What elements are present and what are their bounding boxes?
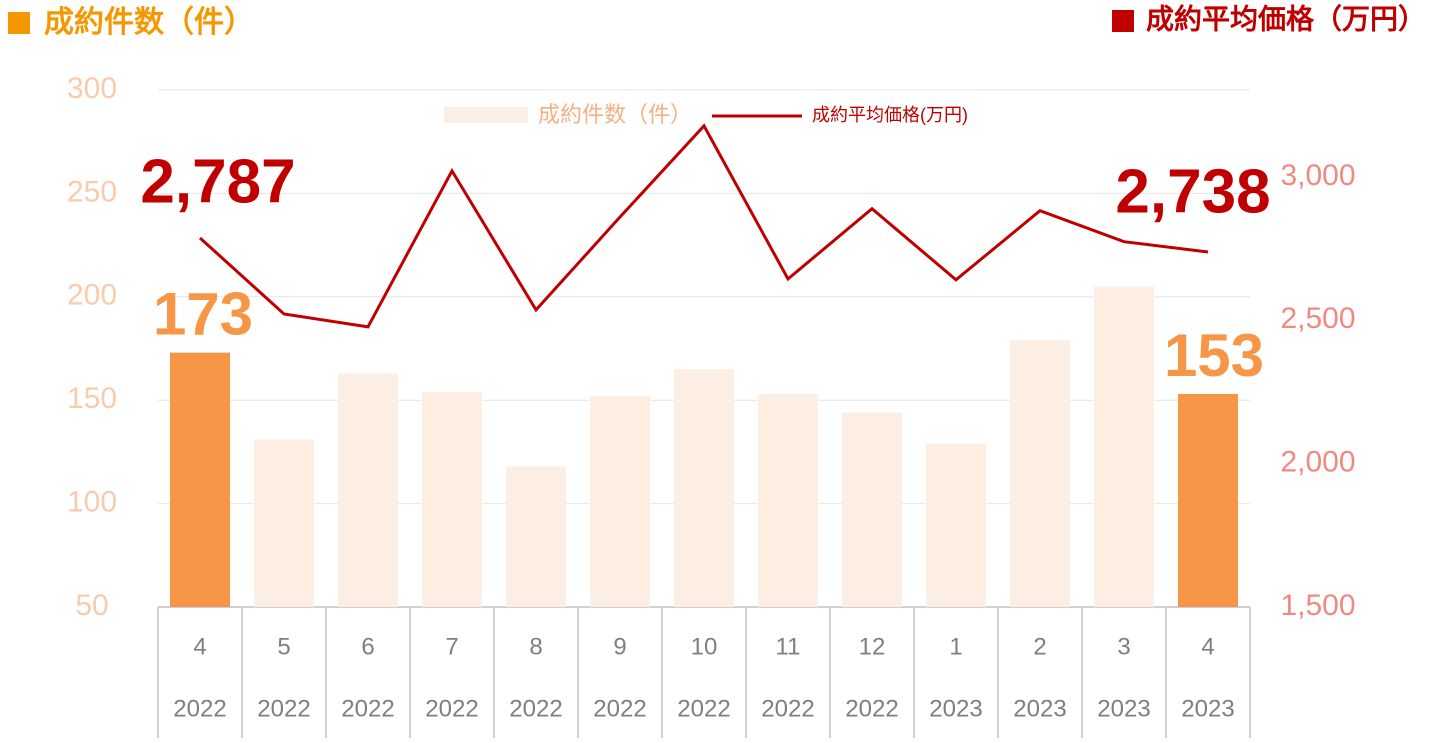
bar (254, 439, 314, 607)
x-tick-label: 1 (949, 633, 962, 660)
x-year-label: 2022 (425, 695, 478, 722)
bar (422, 391, 482, 607)
x-year-label: 2022 (509, 695, 562, 722)
line-value-label: 2,738 (1115, 157, 1270, 226)
line-value-label: 2,787 (140, 147, 295, 216)
y-tick-label: 50 (75, 589, 108, 622)
x-tick-label: 3 (1117, 633, 1130, 660)
y2-tick-label: 2,500 (1280, 302, 1355, 335)
y-tick-label: 300 (67, 72, 117, 105)
left-axis-title: 成約件数（件） (44, 5, 254, 39)
x-tick-label: 7 (445, 633, 458, 660)
legend-label: 成約平均価格(万円) (812, 105, 968, 125)
bar-value-label: 173 (153, 280, 253, 347)
x-tick-label: 4 (193, 633, 206, 660)
right-axis-title: 成約平均価格（万円） (1146, 2, 1426, 34)
x-year-label: 2023 (1097, 695, 1150, 722)
x-tick-label: 12 (859, 633, 886, 660)
x-tick-label: 10 (691, 633, 718, 660)
x-year-label: 2022 (173, 695, 226, 722)
legend-swatch (444, 107, 528, 123)
bar (590, 396, 650, 607)
y2-tick-label: 1,500 (1280, 589, 1355, 622)
bar (1094, 286, 1154, 607)
x-tick-label: 8 (529, 633, 542, 660)
line (198, 123, 1209, 329)
x-year-label: 2022 (761, 695, 814, 722)
x-tick-label: 5 (277, 633, 290, 660)
x-year-label: 2022 (593, 695, 646, 722)
y-tick-label: 200 (67, 279, 117, 312)
bar (338, 373, 398, 607)
legend-label: 成約件数（件） (538, 102, 692, 127)
bar-value-label: 153 (1164, 322, 1264, 389)
x-year-label: 2023 (929, 695, 982, 722)
x-tick-label: 2 (1033, 633, 1046, 660)
bar (926, 443, 986, 607)
y2-tick-label: 2,000 (1280, 446, 1355, 479)
x-year-label: 2023 (1013, 695, 1066, 722)
x-tick-label: 4 (1201, 633, 1214, 660)
x-tick-label: 11 (776, 633, 801, 660)
bar (842, 412, 902, 607)
y-tick-label: 150 (67, 382, 117, 415)
x-tick-label: 6 (361, 633, 374, 660)
x-year-label: 2022 (257, 695, 310, 722)
bar (1178, 393, 1238, 607)
right-header-square (1112, 10, 1134, 32)
bar (506, 466, 566, 607)
bar (758, 393, 818, 607)
x-year-label: 2022 (341, 695, 394, 722)
left-header-square (8, 12, 30, 34)
x-tick-label: 9 (613, 633, 626, 660)
bar (170, 352, 230, 607)
bar (1010, 340, 1070, 607)
x-year-label: 2023 (1181, 695, 1234, 722)
y2-tick-label: 3,000 (1280, 159, 1355, 192)
bar (674, 369, 734, 607)
y-tick-label: 100 (67, 486, 117, 519)
x-year-label: 2022 (677, 695, 730, 722)
x-year-label: 2022 (845, 695, 898, 722)
y-tick-label: 250 (67, 175, 117, 208)
